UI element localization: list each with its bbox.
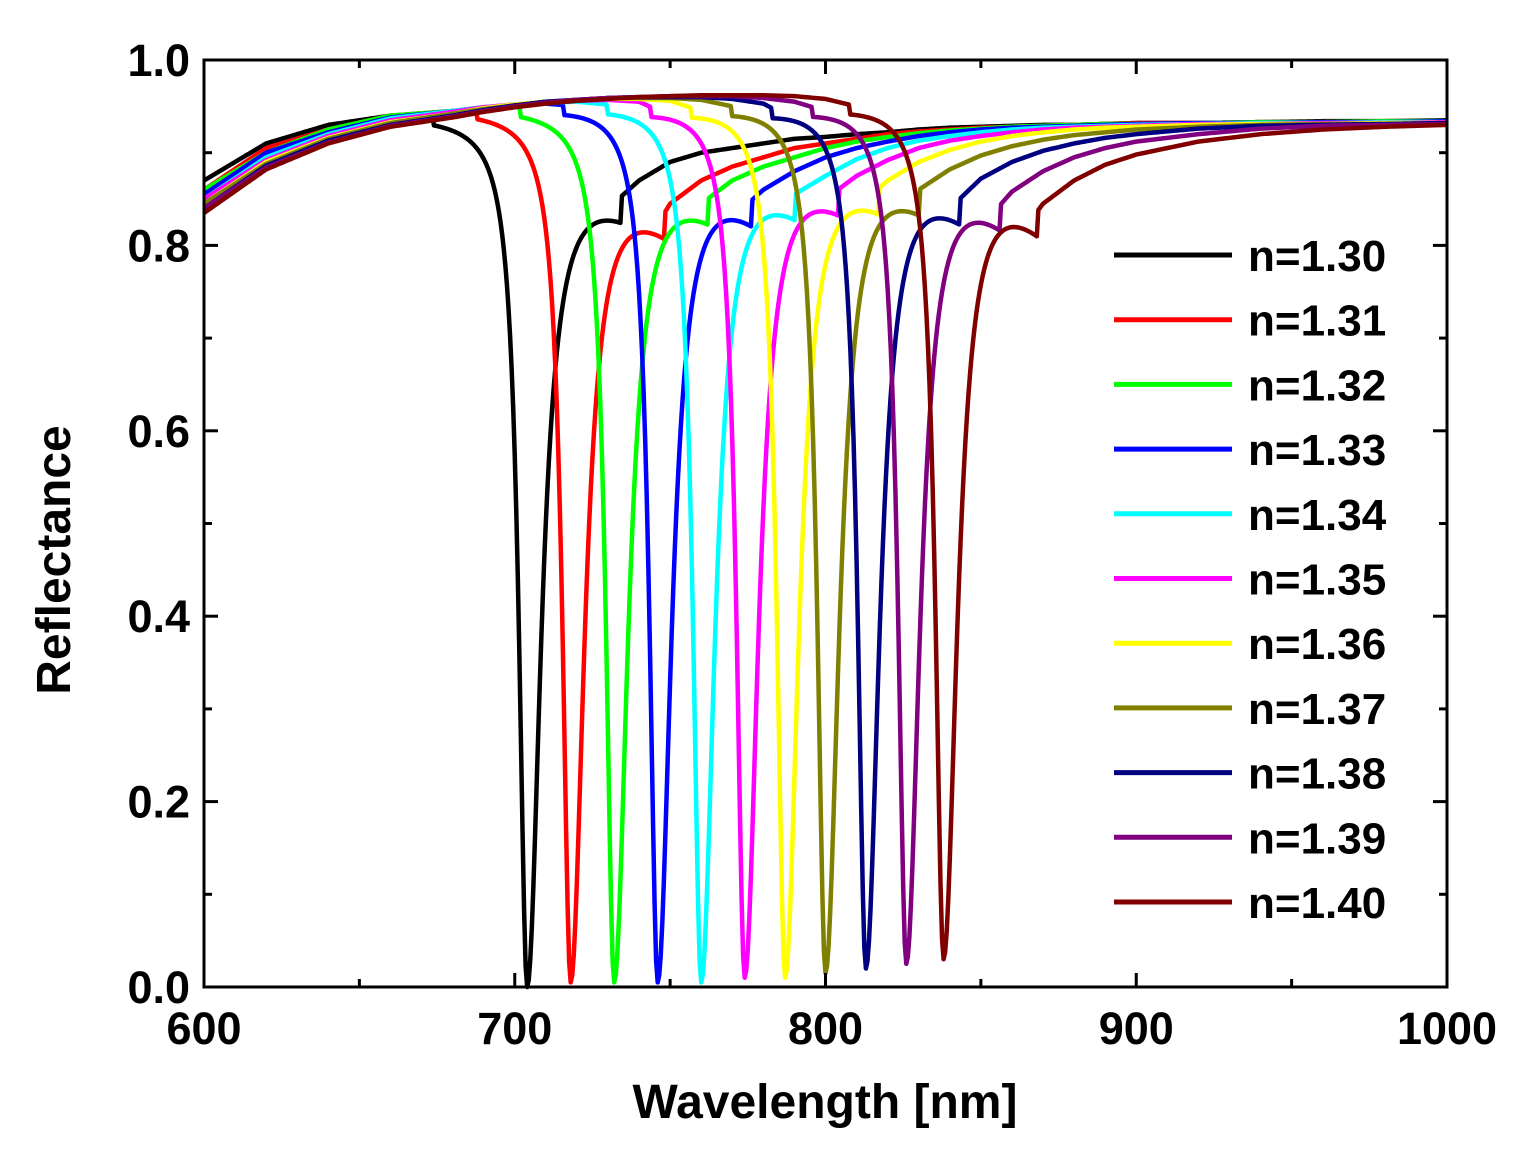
y-tick-label: 0.0 xyxy=(127,962,190,1013)
legend-item: n=1.37 xyxy=(1114,685,1386,734)
y-tick-label: 0.8 xyxy=(127,220,190,271)
y-tick-label: 1.0 xyxy=(127,35,190,86)
legend-label: n=1.32 xyxy=(1248,361,1386,410)
legend-item: n=1.40 xyxy=(1114,879,1386,928)
y-tick-label: 0.6 xyxy=(127,406,190,457)
series-layer xyxy=(202,92,1448,990)
legend-item: n=1.35 xyxy=(1114,556,1386,605)
y-tick-label: 0.4 xyxy=(127,591,190,642)
x-tick-label: 800 xyxy=(788,1003,863,1054)
legend-label: n=1.35 xyxy=(1248,556,1386,605)
legend-label: n=1.36 xyxy=(1248,620,1386,669)
legend-label: n=1.34 xyxy=(1248,491,1387,540)
legend: n=1.30 n=1.31 n=1.32 n=1.33 n=1.34 n=1.35 n=1.… xyxy=(1114,232,1387,928)
legend-item: n=1.31 xyxy=(1114,297,1386,346)
legend-item: n=1.33 xyxy=(1114,426,1386,475)
series-line-n-1-40 xyxy=(202,92,1448,962)
y-axis-title: Reflectance xyxy=(28,425,81,694)
legend-label: n=1.40 xyxy=(1248,879,1386,928)
legend-item: n=1.39 xyxy=(1114,814,1386,863)
legend-label: n=1.33 xyxy=(1248,426,1386,475)
legend-label: n=1.30 xyxy=(1248,232,1386,281)
y-tick-label: 0.2 xyxy=(127,777,190,828)
x-tick-label: 600 xyxy=(166,1003,241,1054)
x-tick-label: 1000 xyxy=(1397,1003,1497,1054)
legend-item: n=1.32 xyxy=(1114,361,1386,410)
x-axis-title: Wavelength [nm] xyxy=(633,1076,1018,1129)
x-tick-label: 700 xyxy=(477,1003,552,1054)
ticks-layer: 600 700 800 900 1000 0.0 0.2 0.4 0.6 0.8 1.0 xyxy=(127,35,1497,1054)
legend-item: n=1.30 xyxy=(1114,232,1386,281)
legend-item: n=1.36 xyxy=(1114,620,1386,669)
legend-label: n=1.39 xyxy=(1248,814,1386,863)
legend-label: n=1.37 xyxy=(1248,685,1386,734)
x-tick-label: 900 xyxy=(1099,1003,1174,1054)
legend-item: n=1.34 xyxy=(1114,491,1387,540)
legend-label: n=1.31 xyxy=(1248,297,1386,346)
legend-item: n=1.38 xyxy=(1114,750,1386,799)
legend-label: n=1.38 xyxy=(1248,750,1386,799)
